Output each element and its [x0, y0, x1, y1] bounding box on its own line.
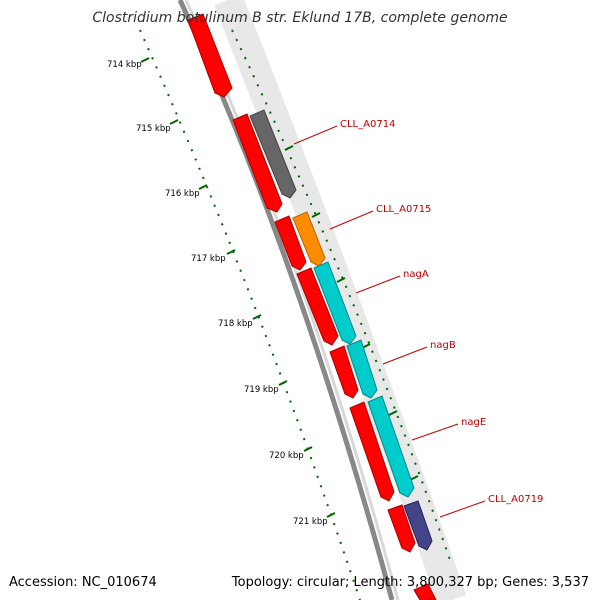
cds-arrow[interactable]	[413, 583, 437, 600]
tick-label: 714 kbp	[107, 60, 142, 70]
outer-gene-track	[249, 109, 433, 551]
gene-CLL_A0715[interactable]	[292, 211, 326, 267]
genome-summary-text: Topology: circular; Length: 3,800,327 bp…	[231, 575, 589, 590]
backbone	[177, 0, 395, 600]
leader-line	[382, 346, 428, 365]
inner-cds-track	[187, 13, 437, 600]
cds-arrow[interactable]	[387, 504, 416, 553]
accession-text: Accession: NC_010674	[9, 575, 157, 590]
tick-mark	[326, 512, 336, 518]
gene-label[interactable]: CLL_A0715	[376, 204, 431, 215]
gene-label[interactable]: CLL_A0714	[340, 119, 395, 130]
leader-line	[355, 275, 401, 294]
cds-arrow[interactable]	[329, 345, 359, 399]
cds-arrow[interactable]	[274, 215, 307, 271]
tick-label: 719 kbp	[244, 385, 279, 395]
tick-mark	[169, 119, 179, 125]
leader-line	[293, 125, 338, 145]
gene-CLL_A0714[interactable]	[249, 109, 297, 199]
tick-mark	[278, 380, 288, 386]
gene-CLL_A0719[interactable]	[403, 500, 433, 551]
leader-line	[329, 210, 374, 230]
tick-mark	[303, 446, 313, 452]
tick-mark	[311, 212, 321, 218]
cds-arrow[interactable]	[232, 113, 283, 213]
tick-label: 717 kbp	[191, 254, 226, 264]
tick-label: 720 kbp	[269, 451, 304, 461]
gene-labels: CLL_A0714 CLL_A0715 nagA nagB nagE CLL_A…	[340, 119, 543, 505]
tick-label: 718 kbp	[218, 319, 253, 329]
tick-label: 715 kbp	[136, 124, 171, 134]
tick-mark	[284, 145, 294, 151]
tick-label: 721 kbp	[293, 517, 328, 527]
cds-arrow[interactable]	[349, 401, 395, 502]
leader-line	[439, 500, 486, 518]
gene-label[interactable]: nagB	[430, 340, 456, 351]
gene-label[interactable]: nagE	[461, 417, 486, 428]
map-title: Clostridium botulinum B str. Eklund 17B,…	[92, 10, 508, 26]
gene-nagE[interactable]	[367, 395, 415, 498]
tick-mark	[226, 249, 236, 255]
inner-dotted-guide	[139, 29, 361, 600]
label-leaders	[293, 125, 486, 518]
cds-arrow[interactable]	[187, 13, 233, 98]
tick-mark	[198, 184, 208, 190]
gene-label[interactable]: CLL_A0719	[488, 494, 543, 505]
tick-mark	[336, 277, 346, 283]
tick-mark	[140, 57, 150, 63]
tick-mark	[252, 314, 262, 320]
tick-labels: 714 kbp 715 kbp 716 kbp 717 kbp 718 kbp …	[107, 60, 328, 527]
tick-label: 716 kbp	[165, 189, 200, 199]
gene-nagA[interactable]	[313, 261, 357, 345]
leader-line	[411, 423, 459, 441]
cds-arrow[interactable]	[296, 267, 339, 346]
tick-mark	[388, 410, 398, 416]
gene-nagB[interactable]	[346, 339, 378, 399]
gene-label[interactable]: nagA	[403, 269, 429, 280]
